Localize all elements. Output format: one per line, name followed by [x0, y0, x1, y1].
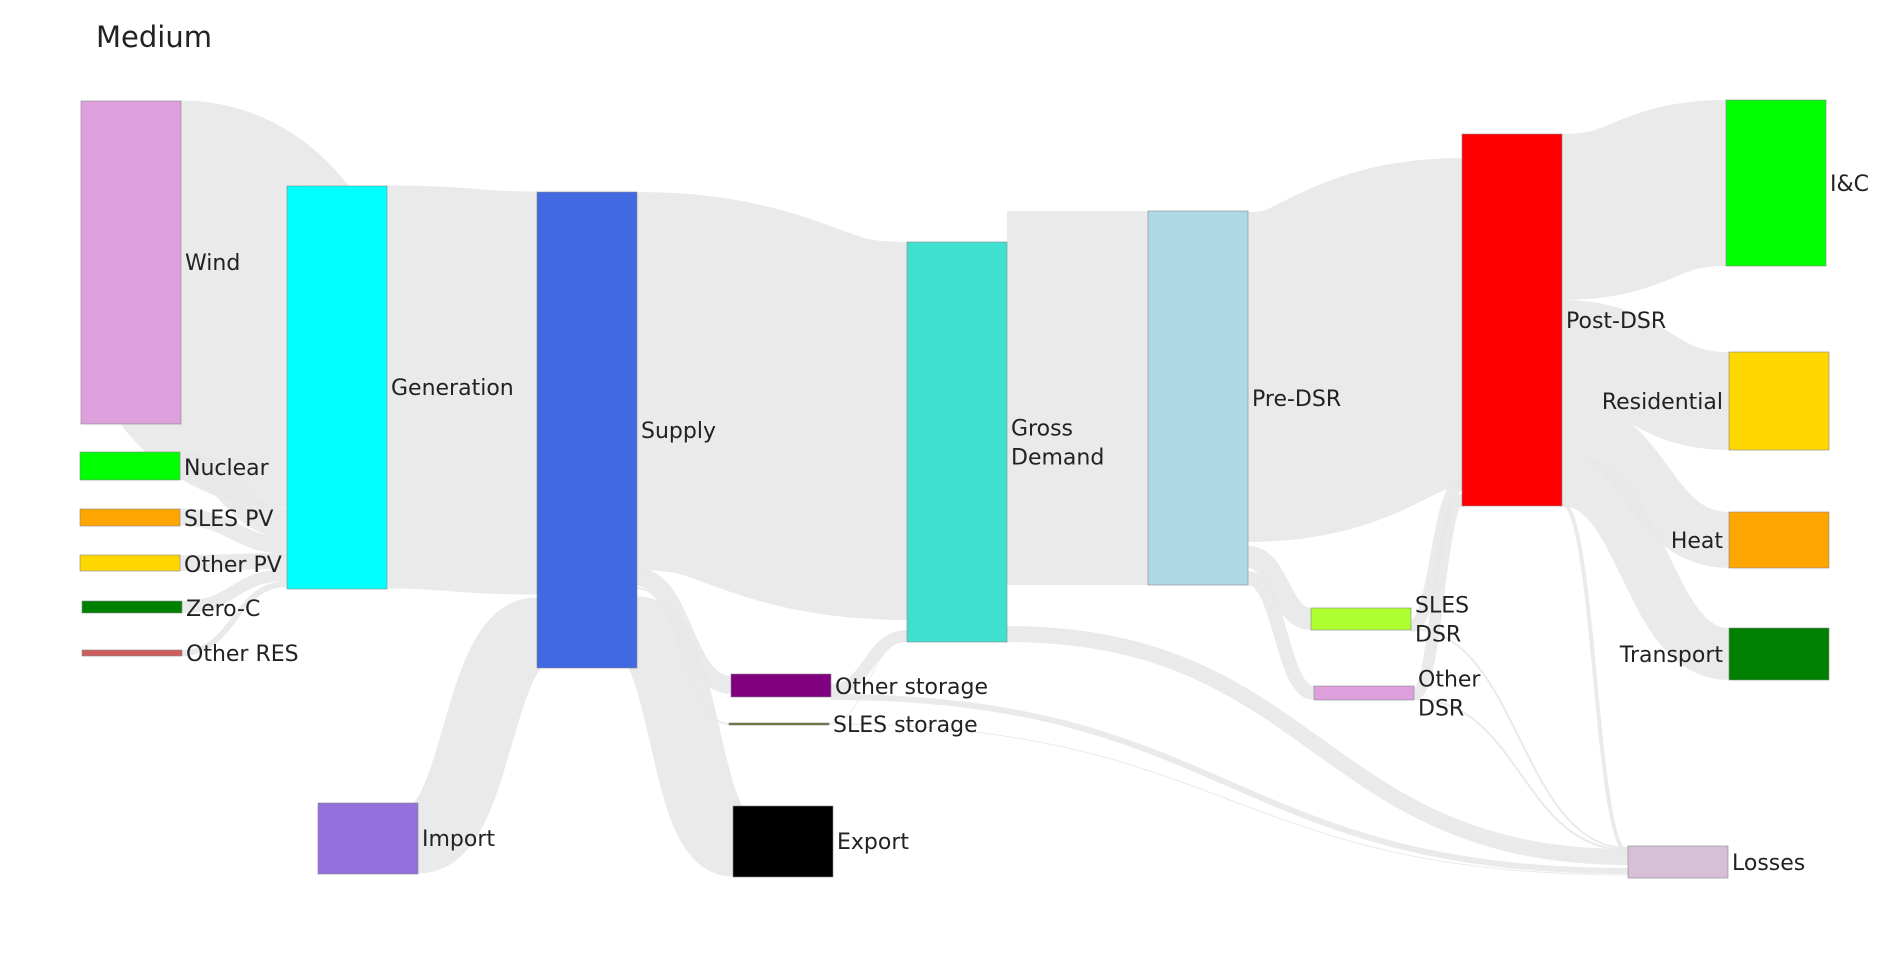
node-sles-storage[interactable]	[728, 722, 830, 726]
label-line: Gross	[1011, 417, 1073, 442]
node-label-import: Import	[422, 827, 495, 852]
link-sles_dsr-to-losses[interactable]	[1410, 628, 1629, 849]
node-label-sles-pv: SLES PV	[184, 507, 273, 532]
node-label-export: Export	[837, 830, 909, 855]
node-pre-dsr[interactable]	[1147, 210, 1249, 586]
node-label-losses: Losses	[1732, 851, 1805, 876]
link-other_dsr-to-losses[interactable]	[1413, 698, 1629, 851]
link-other_res-to-generation[interactable]	[181, 581, 288, 656]
node-residential[interactable]	[1728, 351, 1830, 451]
node-sles-dsr[interactable]	[1310, 607, 1412, 631]
node-label-nuclear: Nuclear	[184, 456, 270, 481]
link-pre_dsr-to-sles_dsr[interactable]	[1246, 546, 1313, 630]
node-label-sles-dsr: SLES DSR	[1415, 594, 1469, 648]
label-line: Other	[1418, 668, 1481, 693]
node-other-dsr[interactable]	[1313, 685, 1415, 701]
node-other-res[interactable]	[81, 649, 183, 657]
label-line: DSR	[1418, 697, 1464, 722]
node-label-other-res: Other RES	[186, 642, 299, 667]
link-sles_storage-to-losses[interactable]	[828, 723, 1629, 876]
node-label-heat: Heat	[1671, 529, 1724, 554]
node-post-dsr[interactable]	[1461, 133, 1563, 507]
node-label-transport: Transport	[1619, 643, 1724, 668]
link-other_dsr-to-post_dsr[interactable]	[1411, 494, 1465, 700]
node-label-other-storage: Other storage	[835, 675, 988, 700]
node-gross-demand[interactable]	[906, 241, 1008, 643]
node-supply[interactable]	[536, 191, 638, 669]
link-post_dsr-to-transport[interactable]	[1559, 454, 1732, 680]
label-line: DSR	[1415, 623, 1461, 648]
link-other_pv-to-generation[interactable]	[179, 553, 288, 571]
node-other-pv[interactable]	[79, 554, 181, 572]
node-label-post-dsr: Post-DSR	[1566, 309, 1666, 334]
label-line: Demand	[1011, 446, 1104, 471]
node-label-ic: I&C	[1830, 172, 1869, 197]
link-post_dsr-to-losses[interactable]	[1561, 502, 1629, 854]
node-transport[interactable]	[1728, 627, 1830, 681]
link-other_storage-to-gross_demand[interactable]	[830, 630, 908, 696]
node-zero-c[interactable]	[81, 600, 183, 614]
link-nuclear-to-generation[interactable]	[178, 452, 289, 537]
link-zero_c-to-generation[interactable]	[181, 569, 288, 613]
link-sles_pv-to-generation[interactable]	[179, 508, 288, 554]
link-wind-to-generation[interactable]	[89, 100, 379, 509]
link-other_storage-to-losses[interactable]	[830, 694, 1629, 874]
node-wind[interactable]	[80, 100, 182, 425]
link-supply-to-export[interactable]	[622, 596, 748, 877]
node-generation[interactable]	[286, 185, 388, 590]
node-export[interactable]	[732, 805, 834, 878]
node-ic[interactable]	[1725, 99, 1827, 267]
node-other-storage[interactable]	[730, 673, 832, 698]
link-gross_demand-to-losses[interactable]	[1006, 626, 1629, 865]
node-label-gross-demand: Gross Demand	[1011, 417, 1104, 471]
link-sles_dsr-to-post_dsr[interactable]	[1408, 478, 1465, 632]
link-post_dsr-to-heat[interactable]	[1559, 398, 1732, 568]
node-label-pre-dsr: Pre-DSR	[1252, 387, 1341, 412]
link-sles_storage-to-gross_demand[interactable]	[828, 640, 908, 724]
link-generation-to-supply[interactable]	[385, 185, 539, 595]
link-supply-to-gross_demand[interactable]	[633, 192, 911, 620]
node-label-generation: Generation	[391, 376, 514, 401]
diagram-title: Medium	[96, 20, 212, 54]
sankey-nodes	[79, 99, 1830, 879]
link-pre_dsr-to-post_dsr[interactable]	[1243, 158, 1467, 542]
node-nuclear[interactable]	[79, 451, 181, 481]
link-pre_dsr-to-other_dsr[interactable]	[1246, 571, 1316, 700]
node-label-other-dsr: Other DSR	[1418, 668, 1481, 722]
node-label-other-pv: Other PV	[184, 553, 282, 578]
node-label-sles-storage: SLES storage	[833, 713, 978, 738]
link-post_dsr-to-residential[interactable]	[1560, 300, 1731, 450]
link-import-to-supply[interactable]	[408, 597, 547, 874]
sankey-labels: Wind Nuclear SLES PV Other PV Zero-C Other RE…	[184, 172, 1869, 876]
node-sles-pv[interactable]	[79, 508, 181, 527]
node-label-residential: Residential	[1602, 390, 1723, 415]
node-label-zero-c: Zero-C	[186, 597, 260, 622]
node-losses[interactable]	[1627, 845, 1729, 879]
node-heat[interactable]	[1728, 511, 1830, 569]
node-import[interactable]	[317, 802, 419, 875]
label-line: SLES	[1415, 594, 1469, 619]
link-post_dsr-to-ic[interactable]	[1559, 100, 1729, 300]
node-label-supply: Supply	[641, 419, 716, 444]
node-label-wind: Wind	[185, 251, 240, 276]
sankey-links	[89, 100, 1732, 877]
